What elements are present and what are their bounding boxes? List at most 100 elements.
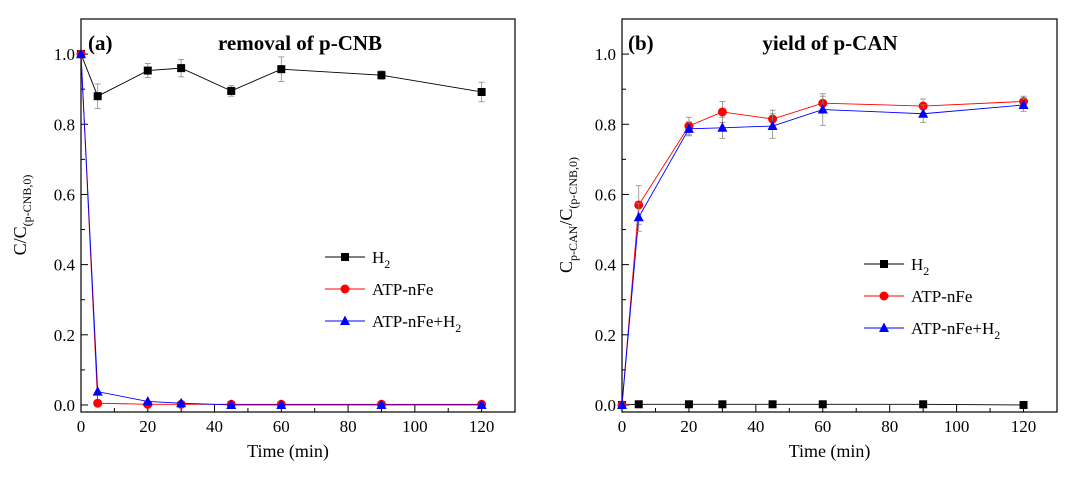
- panel-b-series-triangle-point: [918, 108, 929, 118]
- panel-a-y-tick-label: 1.0: [54, 45, 75, 64]
- panel-a-series-circle: [76, 49, 487, 409]
- panel-b-series-circle-point: [717, 107, 727, 117]
- panel-a-legend-marker: [341, 253, 349, 261]
- panel-a-series-square-point: [143, 66, 152, 75]
- panel-a-x-tick-label: 60: [273, 417, 290, 436]
- panel-b-legend-entry: ATP-nFe: [911, 287, 972, 306]
- panel-b-x-tick-label: 40: [747, 417, 764, 436]
- panel-b-x-tick-label: 60: [814, 417, 831, 436]
- panel-a-x-tick-label: 40: [206, 417, 223, 436]
- panel-a-series-triangle: [76, 48, 487, 409]
- panel-b-legend-entry-sub: 2: [923, 264, 929, 278]
- panel-a-series-triangle-point: [376, 399, 387, 409]
- panel-a-series-square-point: [227, 86, 236, 95]
- panel-b-series-square-point: [634, 400, 643, 409]
- panel-b-legend-entry-main: ATP-nFe+H: [911, 319, 994, 338]
- panel-b-x-axis-label: Time (min): [789, 441, 871, 462]
- panel-a-x-tick-label: 0: [77, 417, 86, 436]
- panel-b-y-tick-label: 0.0: [595, 396, 616, 415]
- panel-a-series-triangle-point: [476, 399, 487, 409]
- panel-a: 0 20 40 60 80 100 120 0.0 0.2 0.4 0.6 0.8 1.0 Time (m…: [10, 18, 516, 462]
- panel-a-series-triangle-point: [92, 386, 103, 396]
- panel-b-legend-entry-sub: 2: [994, 328, 1000, 342]
- panel-b-series-circle-line: [621, 101, 1024, 406]
- panel-a-series-circle-line: [80, 54, 482, 405]
- panel-b-legend-marker: [879, 322, 889, 332]
- panel-a-legend-entry-sub: 2: [384, 257, 390, 271]
- panel-a-x-tick-label: 20: [139, 417, 156, 436]
- panel-a-legend-marker: [340, 315, 350, 325]
- panel-a-legend-entry-sub: 2: [455, 321, 461, 335]
- panel-b-series-square-point: [818, 400, 827, 409]
- panel-a-y-tick-label: 0.4: [54, 256, 76, 275]
- panel-b-x-tick-label: 120: [1011, 417, 1037, 436]
- panel-b-legend-marker: [879, 291, 889, 301]
- panel-a-legend-entry-main: ATP-nFe+H: [372, 312, 455, 331]
- panel-a-legend-marker: [340, 284, 350, 294]
- panel-b-y-axis-label-sub: p-CAN: [566, 225, 580, 261]
- panel-a-legend-entry: ATP-nFe: [372, 280, 433, 299]
- panel-b-series-triangle-line: [621, 104, 1024, 406]
- panel-b-legend-entry: H2: [911, 255, 929, 278]
- panel-b-series-square-point: [919, 400, 928, 409]
- panel-b-y-tick-label: 0.2: [595, 326, 616, 345]
- panel-b-legend-entry-main: ATP-nFe: [911, 287, 972, 306]
- panel-a-series-triangle-point: [142, 395, 153, 406]
- panel-a-x-tick-label: 80: [340, 417, 357, 436]
- panel-a-label: (a): [88, 31, 113, 55]
- panel-b-series-square-point: [1019, 400, 1028, 409]
- panel-b-x-tick-label: 20: [680, 417, 697, 436]
- panel-b-legend-marker: [880, 260, 888, 268]
- panel-a-y-axis-label: C/C(p-CNB,0): [10, 175, 34, 256]
- panel-b-y-axis-label-sub2: (p-CNB,0): [566, 157, 580, 209]
- panel-b-series-square: [618, 400, 1028, 409]
- panel-b-y-tick-label: 1.0: [595, 45, 616, 64]
- panel-a-x-tick-label: 120: [469, 417, 495, 436]
- panel-a-legend-entry-main: H: [372, 248, 384, 267]
- panel-b-series-square-point: [684, 400, 693, 409]
- panel-a-series-triangle-point: [276, 399, 287, 409]
- panel-b-series-circle: [617, 95, 1029, 410]
- panel-a-y-axis-label-main: C/C: [10, 226, 30, 255]
- panel-b-series-square-point: [768, 400, 777, 409]
- panel-b-series-triangle-point: [717, 122, 728, 132]
- panel-a-series-square: [77, 50, 486, 109]
- panel-a-series-triangle-point: [176, 397, 187, 408]
- panel-b-x-tick-label: 80: [881, 417, 898, 436]
- panel-a-y-axis-label-sub: (p-CNB,0): [20, 175, 34, 227]
- panel-b-series-square-line: [621, 403, 1024, 406]
- panel-a-series-square-point: [377, 71, 386, 80]
- panel-b-series-triangle-point: [633, 211, 644, 222]
- panel-a-legend-entry-main: ATP-nFe: [372, 280, 433, 299]
- panel-b-y-tick-label: 0.8: [595, 115, 616, 134]
- panel-a-series-square-point: [477, 87, 486, 96]
- panel-a-x-tick-label: 100: [402, 417, 428, 436]
- panel-b-y-axis-label-main: C: [556, 261, 576, 273]
- panel-a-x-axis-label: Time (min): [247, 441, 329, 462]
- panel-b-title: yield of p-CAN: [762, 31, 897, 55]
- panel-b-series-triangle: [617, 93, 1029, 409]
- panel-b-legend-entry: ATP-nFe+H2: [911, 319, 1000, 342]
- panel-a-legend-entry: H2: [372, 248, 390, 271]
- panel-b-series-triangle-point: [817, 104, 828, 114]
- panel-b-series-square-point: [718, 400, 727, 409]
- panel-a-series-circle-point: [93, 398, 103, 408]
- panel-b-y-tick-label: 0.6: [595, 185, 616, 204]
- panel-b-y-tick-label: 0.4: [595, 256, 617, 275]
- panel-a-series-triangle-line: [80, 54, 482, 406]
- panel-b-series-triangle-point: [767, 120, 778, 131]
- panel-a-series-triangle-point: [226, 399, 237, 409]
- panel-b-y-axis-label-main2: /C: [556, 209, 576, 226]
- panel-a-y-tick-label: 0.2: [54, 326, 75, 345]
- panel-a-y-tick-label: 0.0: [54, 396, 75, 415]
- panel-a-series-square-line: [80, 53, 482, 97]
- panel-b-label: (b): [628, 31, 654, 55]
- panel-a-legend-entry: ATP-nFe+H2: [372, 312, 461, 335]
- panel-b-plot-frame: [621, 18, 1058, 413]
- panel-a-y-tick-label: 0.8: [54, 115, 75, 134]
- panel-a-y-tick-label: 0.6: [54, 185, 75, 204]
